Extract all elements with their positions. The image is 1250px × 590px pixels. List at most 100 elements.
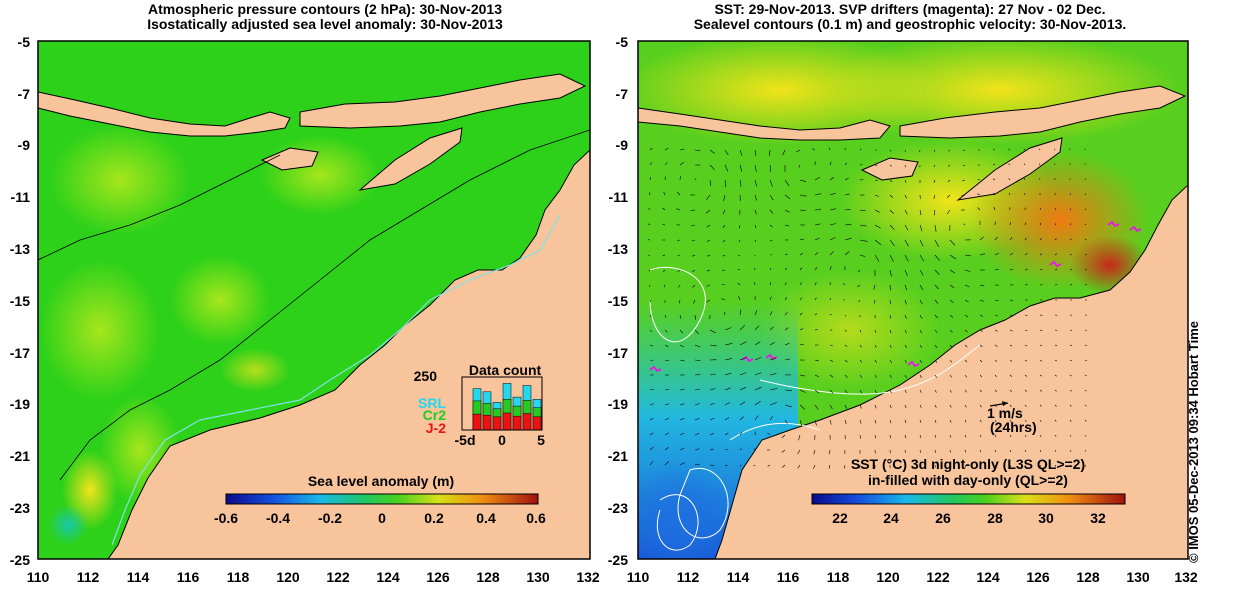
indonesia-islands: [638, 107, 891, 141]
velocity-arrow: [769, 194, 774, 201]
australia-land: [714, 184, 1188, 559]
velocity-arrow: [754, 239, 756, 243]
velocity-arrow: [784, 209, 790, 213]
velocity-arrow: [679, 432, 685, 436]
velocity-arrow: [1069, 449, 1072, 452]
velocity-arrow: [694, 418, 700, 421]
velocity-arrow: [724, 164, 729, 172]
velocity-arrow: [709, 402, 715, 406]
velocity-arrow: [649, 192, 651, 196]
velocity-arrow: [904, 419, 907, 424]
velocity-arrow: [724, 372, 732, 376]
velocity-arrow: [964, 449, 967, 453]
velocity-arrow: [754, 400, 761, 406]
velocity-arrow: [1069, 344, 1073, 346]
right-y-axis: -5 -7 -9 -11 -13 -15 -17 -19 -21 -23 -25: [608, 34, 628, 568]
velocity-arrow: [829, 161, 832, 166]
velocity-arrow: [754, 372, 762, 376]
velocity-arrow: [1024, 404, 1027, 407]
velocity-arrow: [934, 329, 938, 334]
velocity-arrow: [934, 254, 940, 261]
velocity-arrow: [829, 266, 832, 271]
velocity-arrow: [724, 432, 729, 436]
velocity-arrow: [784, 179, 790, 187]
velocity-arrow: [919, 449, 921, 453]
velocity-arrow: [739, 387, 747, 391]
velocity-arrow: [664, 147, 669, 151]
velocity-arrow: [781, 434, 786, 439]
velocity-arrow: [889, 239, 895, 247]
data-count-ymax: 250: [414, 368, 438, 384]
velocity-arrow: [964, 299, 969, 303]
velocity-arrow: [677, 254, 681, 257]
velocity-arrow: [664, 418, 669, 421]
velocity-arrow: [1039, 389, 1042, 392]
velocity-arrow: [724, 179, 727, 188]
velocity-arrow: [828, 464, 831, 469]
velocity-arrow: [1008, 192, 1011, 196]
velocity-arrow: [919, 374, 922, 378]
velocity-arrow: [979, 419, 982, 423]
sealevel-contour: [729, 422, 821, 441]
velocity-arrow: [949, 284, 955, 289]
velocity-arrow: [829, 404, 833, 410]
velocity-arrow: [739, 464, 742, 467]
velocity-arrow: [979, 314, 984, 317]
right-map-frame: [637, 40, 1189, 560]
velocity-arrow: [724, 402, 730, 406]
velocity-arrow: [994, 269, 999, 271]
velocity-arrow: [874, 419, 877, 424]
velocity-arrow: [814, 193, 822, 196]
sealevel-contour: [649, 266, 706, 343]
velocity-arrow: [904, 209, 908, 215]
velocity-arrow: [829, 251, 834, 256]
velocity-arrow: [753, 464, 756, 467]
velocity-arrow: [1069, 253, 1072, 256]
velocity-arrow: [709, 433, 715, 436]
velocity-arrow: [859, 374, 863, 378]
velocity-arrow: [1024, 434, 1027, 437]
velocity-arrow: [1054, 268, 1058, 271]
y-tick-label: -15: [608, 293, 628, 309]
drifter-track: [907, 360, 920, 368]
velocity-arrow: [844, 177, 849, 181]
velocity-arrow: [664, 161, 668, 166]
velocity-arrow: [706, 254, 711, 257]
velocity-arrow: [948, 164, 951, 167]
velocity-arrow: [992, 178, 996, 181]
velocity-arrow: [844, 223, 852, 226]
velocity-arrow: [1039, 359, 1043, 362]
velocity-arrow: [1008, 163, 1011, 166]
velocity-arrow: [694, 448, 700, 451]
velocity-arrow: [799, 343, 804, 346]
velocity-arrow: [934, 299, 939, 304]
velocity-arrow: [859, 239, 868, 242]
right-map: [638, 41, 1188, 559]
velocity-arrow: [709, 344, 717, 347]
velocity-arrow: [799, 297, 803, 301]
velocity-arrow: [904, 314, 907, 319]
velocity-arrow: [1009, 359, 1013, 362]
velocity-arrow: [889, 419, 892, 424]
velocity-arrow: [1054, 359, 1058, 362]
velocity-arrow: [844, 374, 848, 378]
velocity-arrow: [814, 329, 818, 331]
velocity-arrow: [933, 209, 936, 216]
x-tick-label: 120: [276, 569, 300, 585]
velocity-arrow: [859, 419, 862, 424]
velocity-arrow: [709, 388, 716, 391]
velocity-arrow: [1024, 314, 1028, 316]
velocity-arrow: [948, 149, 951, 152]
sla-tick: -0.2: [318, 510, 342, 526]
velocity-arrow: [889, 254, 894, 262]
sst-tick: 24: [883, 510, 899, 526]
velocity-arrow: [964, 314, 969, 318]
velocity-arrow: [889, 224, 895, 230]
velocity-arrow: [874, 224, 881, 229]
velocity-arrow: [1009, 434, 1012, 438]
velocity-arrow: [769, 267, 772, 271]
pressure-contour: [59, 129, 590, 481]
velocity-arrow: [934, 419, 937, 423]
velocity-arrow: [679, 447, 685, 451]
velocity-arrow: [784, 327, 789, 331]
